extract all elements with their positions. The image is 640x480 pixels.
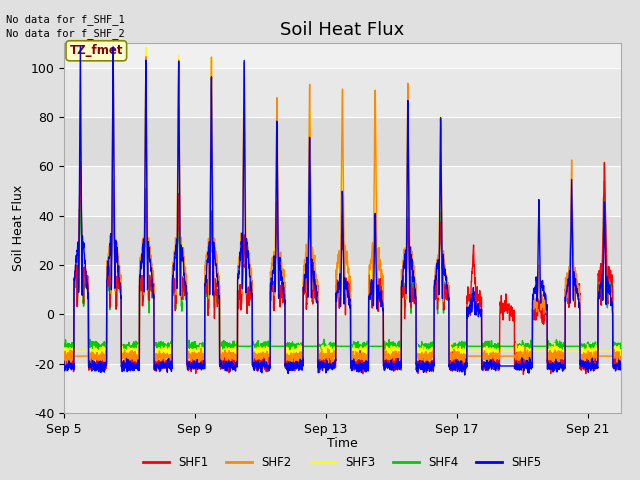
Bar bbox=[64, 363, 621, 413]
Y-axis label: Soil Heat Flux: Soil Heat Flux bbox=[12, 185, 25, 271]
Legend: SHF1, SHF2, SHF3, SHF4, SHF5: SHF1, SHF2, SHF3, SHF4, SHF5 bbox=[138, 451, 547, 473]
Bar bbox=[64, 265, 621, 314]
Title: Soil Heat Flux: Soil Heat Flux bbox=[280, 21, 404, 39]
Text: TZ_fmet: TZ_fmet bbox=[70, 44, 123, 57]
Bar bbox=[64, 216, 621, 265]
Bar bbox=[64, 167, 621, 216]
Bar bbox=[64, 117, 621, 167]
X-axis label: Time: Time bbox=[327, 437, 358, 450]
Bar bbox=[64, 314, 621, 363]
Text: No data for f_SHF_2: No data for f_SHF_2 bbox=[6, 28, 125, 39]
Bar bbox=[64, 68, 621, 117]
Text: No data for f_SHF_1: No data for f_SHF_1 bbox=[6, 13, 125, 24]
